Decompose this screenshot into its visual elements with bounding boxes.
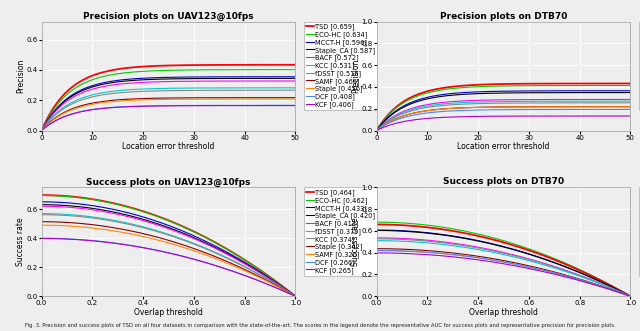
Legend: TSD [0.659], ECO-HC [0.634], MCCT-H [0.596], Staple_CA [0.587], BACF [0.572], KC: TSD [0.659], ECO-HC [0.634], MCCT-H [0.5… [304, 22, 378, 110]
Title: Success plots on UAV123@10fps: Success plots on UAV123@10fps [86, 177, 251, 187]
Y-axis label: Precision: Precision [351, 59, 360, 93]
X-axis label: Location error threshold: Location error threshold [458, 142, 550, 151]
Title: Precision plots on UAV123@10fps: Precision plots on UAV123@10fps [83, 12, 254, 21]
X-axis label: Overlap threshold: Overlap threshold [134, 308, 203, 317]
X-axis label: Overlap threshold: Overlap threshold [469, 308, 538, 317]
Y-axis label: Precision: Precision [16, 59, 25, 93]
Y-axis label: Success rate: Success rate [16, 217, 25, 266]
Legend: TSD [0.657], ECO-HC [0.643], MCCT-H [0.604], BACF [0.590], fDSST [0.534], SAMF [: TSD [0.657], ECO-HC [0.643], MCCT-H [0.6… [639, 22, 640, 110]
Legend: TSD [0.464], ECO-HC [0.462], MCCT-H [0.433], Staple_CA [0.420], BACF [0.413], fD: TSD [0.464], ECO-HC [0.462], MCCT-H [0.4… [304, 187, 378, 275]
X-axis label: Location error threshold: Location error threshold [122, 142, 214, 151]
Title: Success plots on DTB70: Success plots on DTB70 [443, 177, 564, 186]
Legend: ECO-HC [0.453], TSD [0.439], MCCT-H [0.405], BACF [0.402], fDSST [0.357], Staple: ECO-HC [0.453], TSD [0.439], MCCT-H [0.4… [639, 187, 640, 275]
Y-axis label: Success rate: Success rate [351, 217, 360, 266]
Text: Fig. 3. Precision and success plots of TSD on all four datasets in comparison wi: Fig. 3. Precision and success plots of T… [24, 323, 616, 328]
Title: Precision plots on DTB70: Precision plots on DTB70 [440, 12, 567, 21]
